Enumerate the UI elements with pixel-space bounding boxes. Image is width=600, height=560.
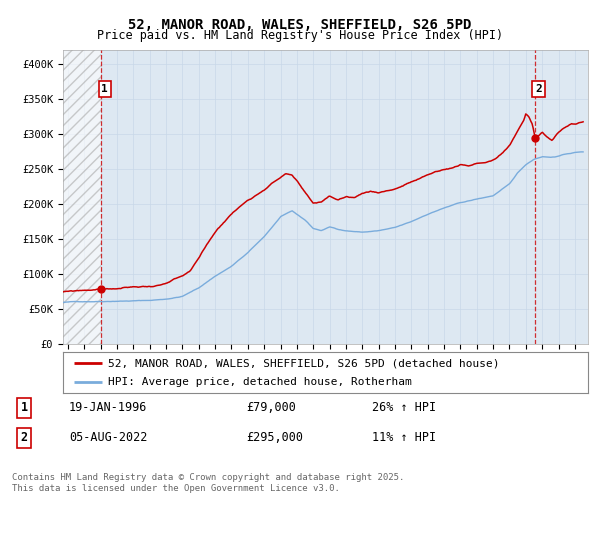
Text: 52, MANOR ROAD, WALES, SHEFFIELD, S26 5PD: 52, MANOR ROAD, WALES, SHEFFIELD, S26 5P… bbox=[128, 18, 472, 32]
Text: Contains HM Land Registry data © Crown copyright and database right 2025.
This d: Contains HM Land Registry data © Crown c… bbox=[12, 473, 404, 493]
Text: 1: 1 bbox=[101, 84, 108, 94]
Text: 11% ↑ HPI: 11% ↑ HPI bbox=[372, 431, 436, 445]
Text: 1: 1 bbox=[20, 401, 28, 414]
Text: 26% ↑ HPI: 26% ↑ HPI bbox=[372, 401, 436, 414]
Text: HPI: Average price, detached house, Rotherham: HPI: Average price, detached house, Roth… bbox=[107, 377, 412, 387]
Text: 19-JAN-1996: 19-JAN-1996 bbox=[69, 401, 148, 414]
Bar bbox=[63, 50, 101, 344]
Text: 2: 2 bbox=[20, 431, 28, 445]
Text: 2: 2 bbox=[535, 84, 542, 94]
Text: 05-AUG-2022: 05-AUG-2022 bbox=[69, 431, 148, 445]
Text: 52, MANOR ROAD, WALES, SHEFFIELD, S26 5PD (detached house): 52, MANOR ROAD, WALES, SHEFFIELD, S26 5P… bbox=[107, 358, 499, 368]
Text: £295,000: £295,000 bbox=[246, 431, 303, 445]
Text: Price paid vs. HM Land Registry's House Price Index (HPI): Price paid vs. HM Land Registry's House … bbox=[97, 29, 503, 42]
Text: £79,000: £79,000 bbox=[246, 401, 296, 414]
